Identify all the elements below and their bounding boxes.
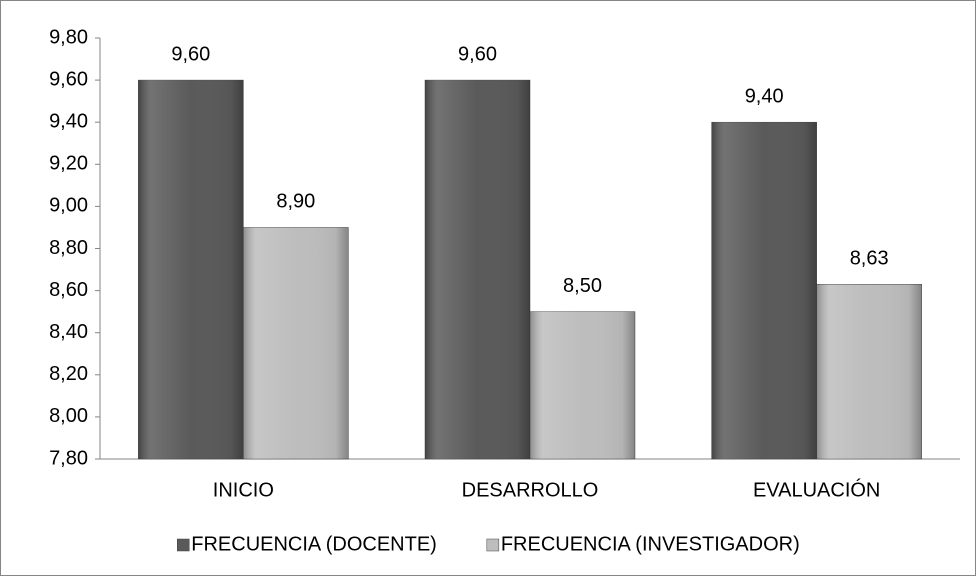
y-tick-label: 8,80 [49,237,88,259]
legend-label: FRECUENCIA (DOCENTE) [191,533,437,555]
x-tick-label: DESARROLLO [462,479,599,501]
value-label: 9,40 [745,85,784,107]
y-tick-label: 9,40 [49,110,88,132]
y-tick-label: 9,60 [49,68,88,90]
bar [138,79,244,460]
bar [243,227,349,460]
value-label: 8,90 [276,191,315,213]
value-label: 8,50 [563,275,602,297]
bar [816,284,922,460]
bar [711,121,817,460]
y-tick-label: 8,00 [49,405,88,427]
bar [529,311,636,460]
y-tick-label: 9,20 [49,153,88,175]
legend-label: FRECUENCIA (INVESTIGADOR) [501,533,800,555]
y-tick-label: 8,20 [49,363,88,385]
legend-marker [486,538,500,552]
value-label: 9,60 [458,43,497,65]
y-tick-label: 7,80 [49,447,88,469]
y-tick-label: 9,80 [49,26,88,48]
legend-marker [177,538,190,552]
y-tick-label: 8,60 [49,279,88,301]
bar [424,79,531,460]
x-tick-label: EVALUACIÓN [753,478,880,501]
value-label: 8,63 [850,248,889,270]
y-tick-label: 8,40 [49,321,88,343]
value-label: 9,60 [171,43,210,65]
x-tick-label: INICIO [213,479,274,501]
y-tick-label: 9,00 [49,195,88,217]
